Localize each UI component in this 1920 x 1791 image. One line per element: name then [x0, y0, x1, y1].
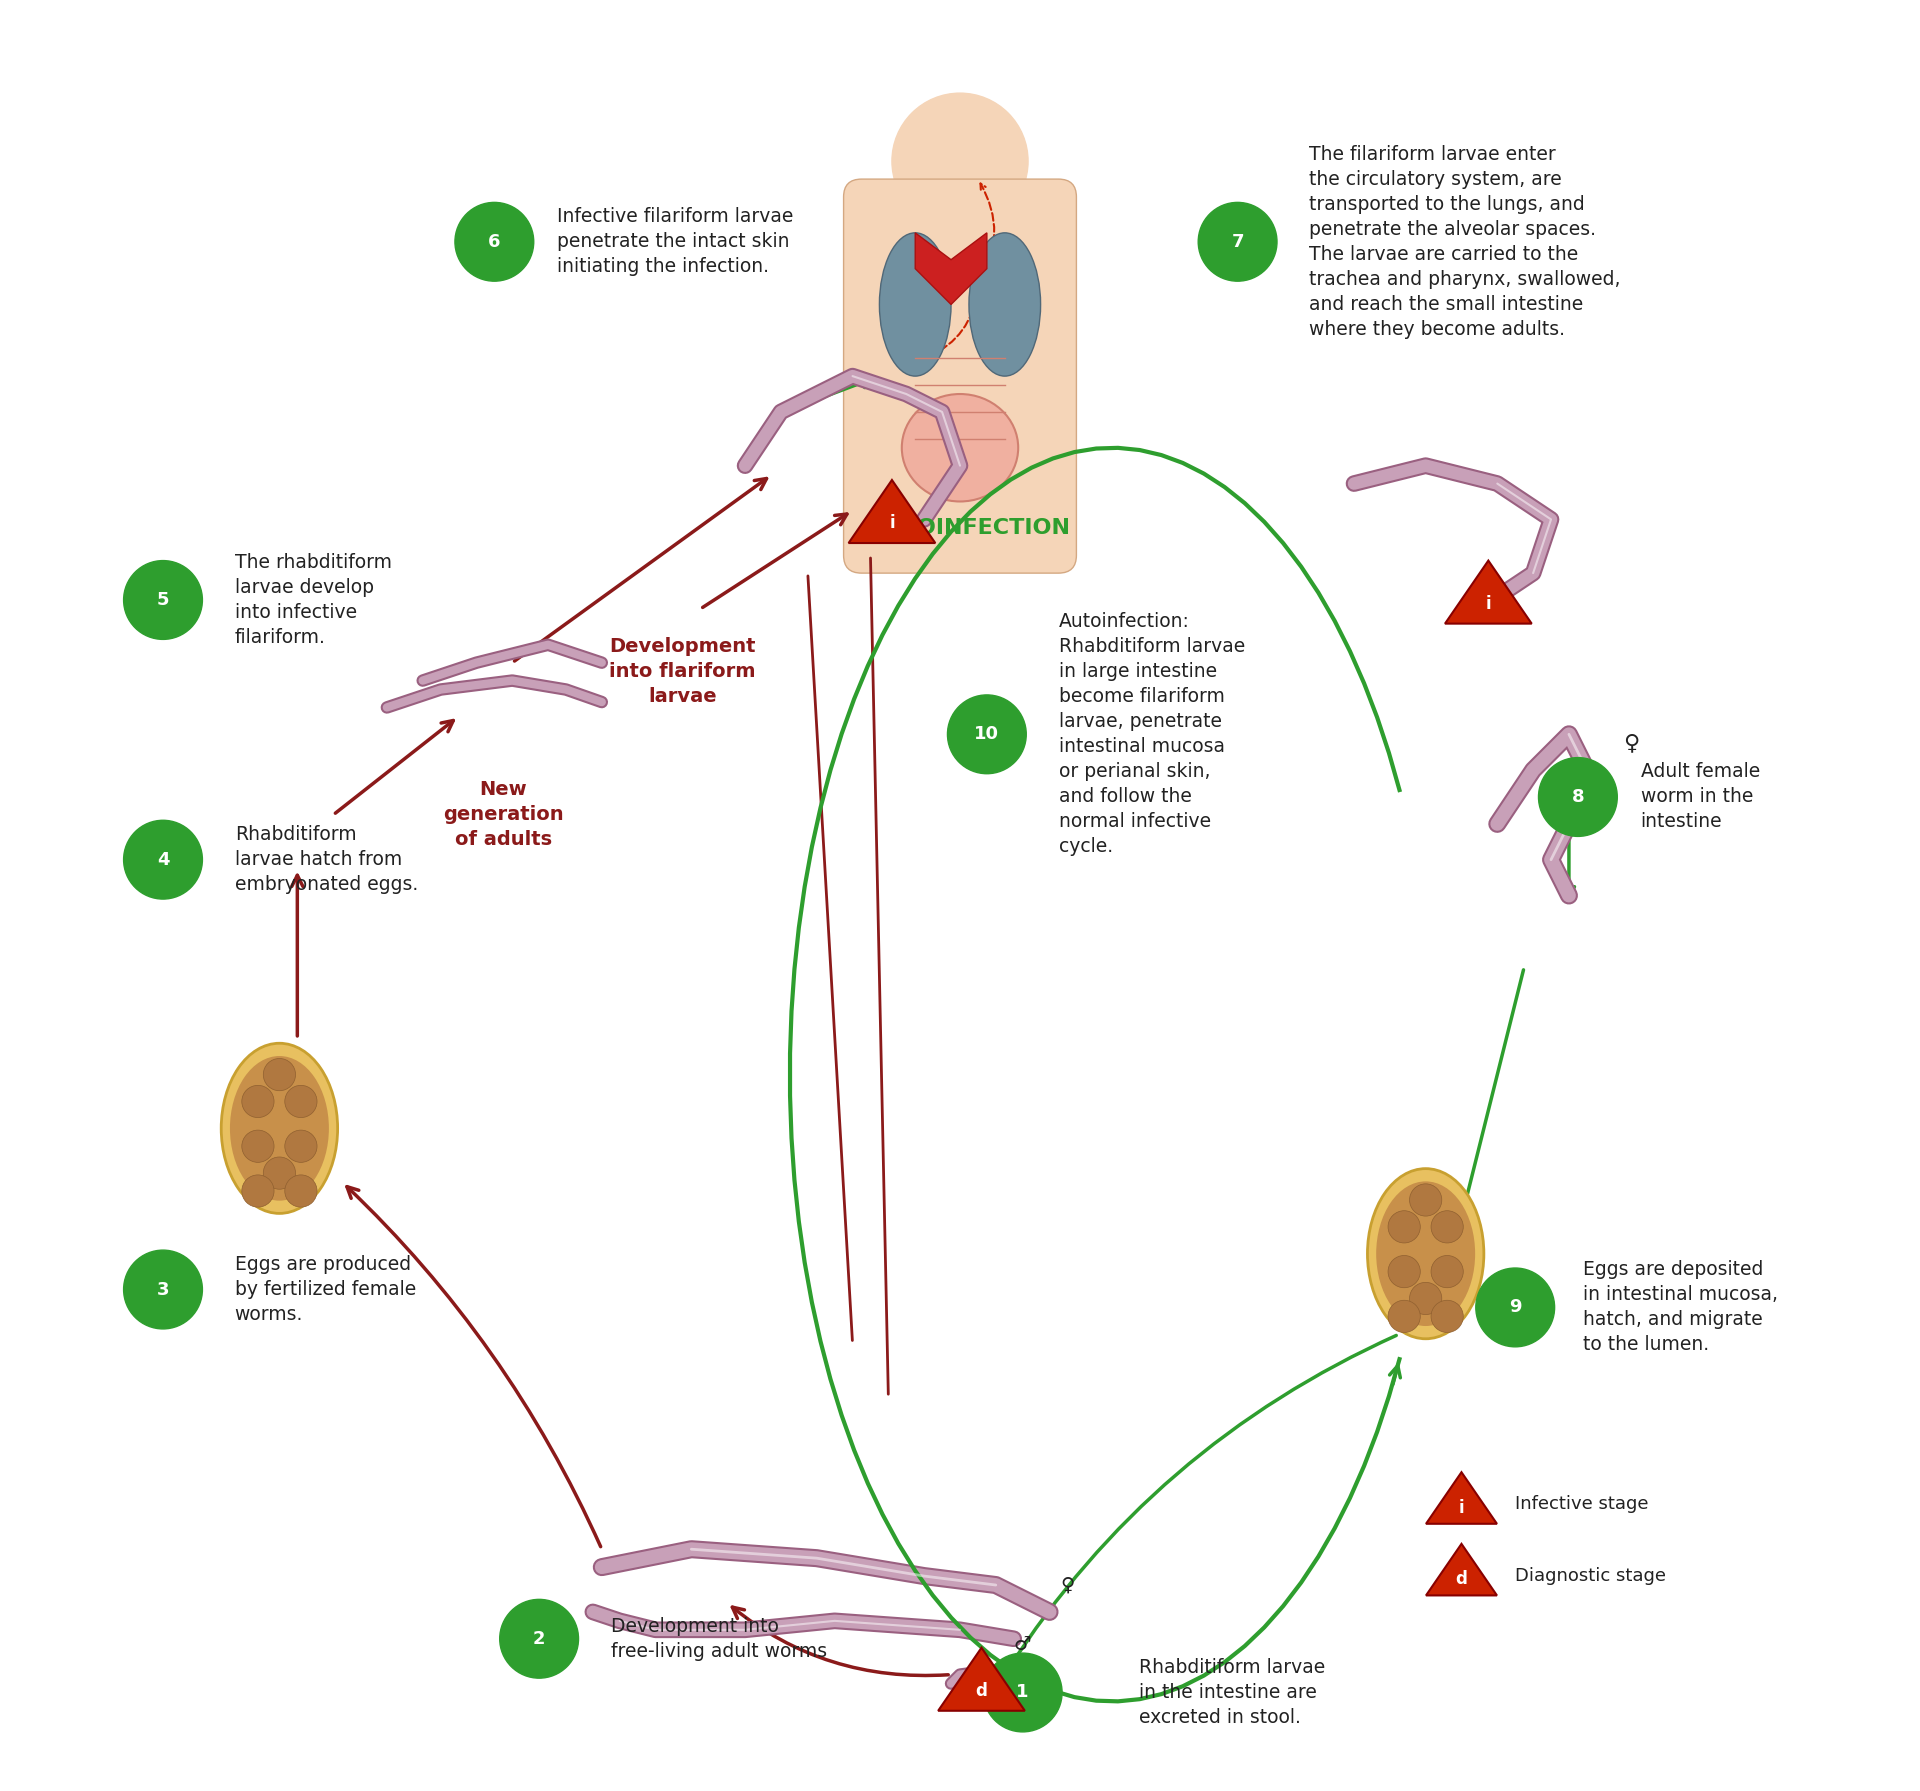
Circle shape: [1409, 1184, 1442, 1216]
Circle shape: [983, 1653, 1062, 1732]
Circle shape: [242, 1130, 275, 1162]
Circle shape: [1409, 1282, 1442, 1315]
Circle shape: [947, 695, 1027, 774]
Ellipse shape: [221, 1042, 338, 1214]
Text: Diagnostic stage: Diagnostic stage: [1515, 1567, 1667, 1585]
Circle shape: [893, 93, 1027, 229]
Text: Infective stage: Infective stage: [1515, 1495, 1649, 1513]
Text: i: i: [1486, 595, 1492, 613]
Text: 5: 5: [157, 591, 169, 609]
Text: The filariform larvae enter
the circulatory system, are
transported to the lungs: The filariform larvae enter the circulat…: [1309, 145, 1620, 338]
Text: New
generation
of adults: New generation of adults: [444, 781, 564, 849]
Circle shape: [1388, 1300, 1421, 1333]
Polygon shape: [849, 480, 935, 543]
Circle shape: [284, 1175, 317, 1207]
Text: AUTOINFECTION: AUTOINFECTION: [868, 518, 1071, 539]
Text: Autoinfection:
Rhabditiform larvae
in large intestine
become filariform
larvae, : Autoinfection: Rhabditiform larvae in la…: [1058, 613, 1244, 856]
Circle shape: [499, 1599, 578, 1678]
Ellipse shape: [902, 394, 1018, 501]
Text: The rhabditiform
larvae develop
into infective
filariform.: The rhabditiform larvae develop into inf…: [234, 553, 392, 647]
Circle shape: [1388, 1255, 1421, 1288]
Circle shape: [1430, 1300, 1463, 1333]
Circle shape: [242, 1175, 275, 1207]
Text: Adult female
worm in the
intestine: Adult female worm in the intestine: [1640, 763, 1761, 831]
Circle shape: [263, 1058, 296, 1091]
Text: 1: 1: [1016, 1684, 1029, 1701]
Text: Rhabditiform
larvae hatch from
embryonated eggs.: Rhabditiform larvae hatch from embryonat…: [234, 826, 419, 894]
Circle shape: [1538, 758, 1617, 836]
Ellipse shape: [230, 1057, 328, 1200]
Ellipse shape: [1367, 1170, 1484, 1340]
Text: 10: 10: [973, 725, 1000, 743]
Ellipse shape: [970, 233, 1041, 376]
Circle shape: [1430, 1255, 1463, 1288]
Text: i: i: [889, 514, 895, 532]
Circle shape: [123, 561, 202, 639]
Circle shape: [1388, 1211, 1421, 1243]
Circle shape: [123, 1250, 202, 1329]
Polygon shape: [1446, 561, 1532, 623]
Polygon shape: [916, 233, 987, 304]
Circle shape: [1198, 202, 1277, 281]
Text: Development
into flariform
larvae: Development into flariform larvae: [609, 638, 756, 706]
Text: ♂: ♂: [1014, 1635, 1031, 1653]
Circle shape: [1430, 1211, 1463, 1243]
Circle shape: [1476, 1268, 1555, 1347]
Polygon shape: [1427, 1544, 1498, 1596]
Text: d: d: [975, 1682, 987, 1700]
Text: ♀: ♀: [1060, 1576, 1075, 1594]
FancyBboxPatch shape: [843, 179, 1077, 573]
Text: Infective filariform larvae
penetrate the intact skin
initiating the infection.: Infective filariform larvae penetrate th…: [557, 208, 793, 276]
Text: 4: 4: [157, 851, 169, 869]
Text: Rhabditiform larvae
in the intestine are
excreted in stool.: Rhabditiform larvae in the intestine are…: [1139, 1658, 1325, 1727]
Circle shape: [242, 1085, 275, 1118]
Circle shape: [263, 1157, 296, 1189]
Text: Eggs are produced
by fertilized female
worms.: Eggs are produced by fertilized female w…: [234, 1255, 417, 1324]
Text: d: d: [1455, 1571, 1467, 1589]
Ellipse shape: [879, 233, 950, 376]
Circle shape: [123, 820, 202, 899]
Circle shape: [284, 1130, 317, 1162]
Circle shape: [455, 202, 534, 281]
Text: 3: 3: [157, 1281, 169, 1298]
Text: Development into
free-living adult worms: Development into free-living adult worms: [611, 1617, 828, 1660]
Text: 2: 2: [534, 1630, 545, 1648]
Text: 8: 8: [1572, 788, 1584, 806]
Ellipse shape: [1377, 1182, 1475, 1325]
Polygon shape: [939, 1648, 1025, 1710]
Text: 9: 9: [1509, 1298, 1521, 1316]
Text: i: i: [1459, 1499, 1465, 1517]
Polygon shape: [1427, 1472, 1498, 1524]
Circle shape: [284, 1085, 317, 1118]
Text: ♀: ♀: [1624, 733, 1640, 754]
Text: 6: 6: [488, 233, 501, 251]
Text: Eggs are deposited
in intestinal mucosa,
hatch, and migrate
to the lumen.: Eggs are deposited in intestinal mucosa,…: [1584, 1261, 1778, 1354]
Text: 7: 7: [1231, 233, 1244, 251]
